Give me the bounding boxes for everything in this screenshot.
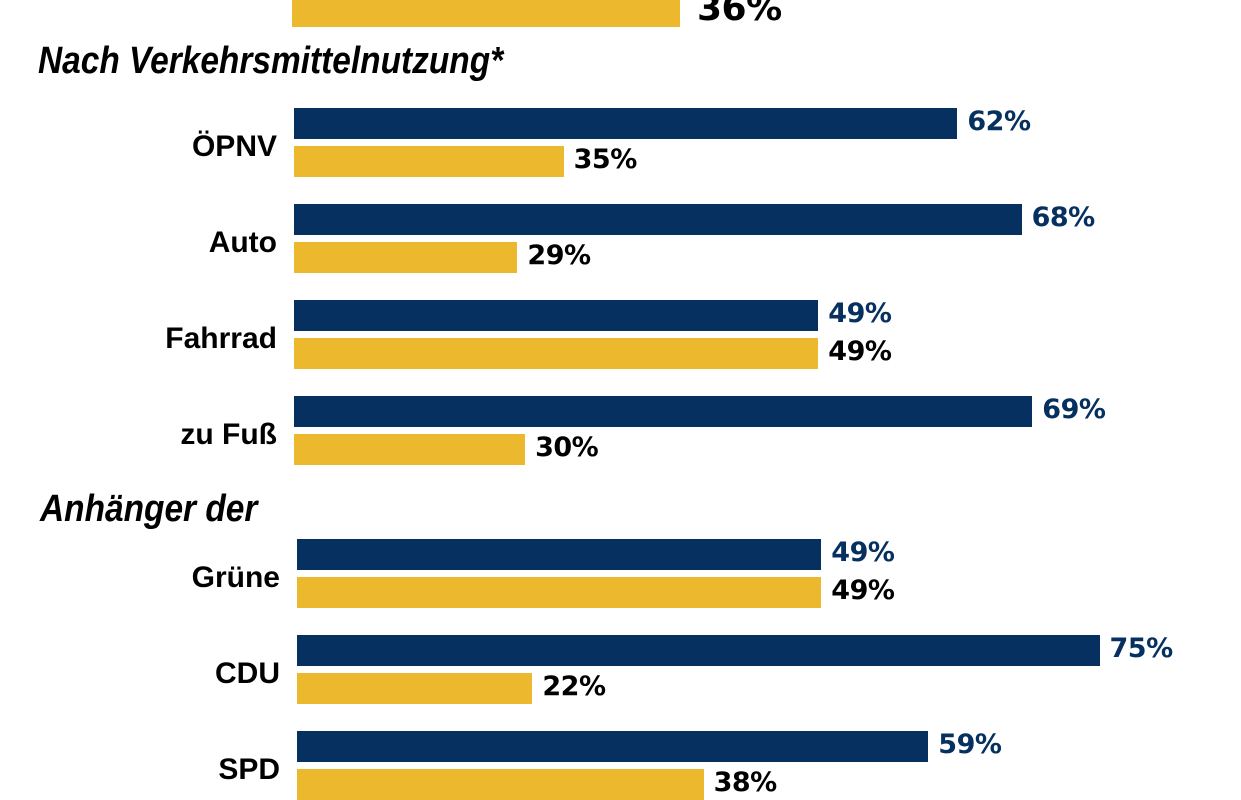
bar-grüne-series-a bbox=[297, 539, 822, 570]
bar-fahrrad-series-b bbox=[294, 338, 819, 369]
category-label-zu-fuß: zu Fuß bbox=[180, 418, 277, 451]
bar-fahrrad-series-a bbox=[294, 300, 819, 331]
value-label-auto-series-b: 29% bbox=[527, 240, 591, 271]
category-label-auto: Auto bbox=[208, 226, 277, 259]
value-label-cdu-series-a: 75% bbox=[1109, 633, 1174, 664]
bar-auto-series-a bbox=[294, 204, 1022, 235]
category-label-öpnv: ÖPNV bbox=[191, 130, 277, 163]
value-label-grüne-series-b: 49% bbox=[831, 575, 895, 606]
value-label-spd-series-a: 59% bbox=[938, 729, 1002, 760]
bar-öpnv-series-b bbox=[294, 146, 564, 177]
bar-grüne-series-b bbox=[297, 577, 822, 608]
bar-cdu-series-b bbox=[297, 673, 533, 704]
bar-spd-series-b bbox=[297, 769, 704, 800]
section-title-anhaenger: Anhänger der bbox=[40, 488, 258, 530]
value-label-öpnv-series-a: 62% bbox=[967, 106, 1031, 137]
value-label-zu-fuß-series-b: 30% bbox=[535, 432, 599, 463]
bar-zu-fuß-series-b bbox=[294, 434, 526, 465]
bar-spd-series-a bbox=[297, 731, 929, 762]
category-label-spd: SPD bbox=[218, 753, 280, 786]
category-label-cdu: CDU bbox=[215, 657, 280, 690]
bar-öpnv-series-a bbox=[294, 108, 958, 139]
grouped-bar-chart: 36% Nach Verkehrsmittelnutzung* Anhänger… bbox=[38, 0, 1174, 800]
value-label-fahrrad-series-a: 49% bbox=[828, 298, 892, 329]
bar-cdu-series-a bbox=[297, 635, 1100, 666]
value-label-fahrrad-series-b: 49% bbox=[828, 336, 892, 367]
value-label-cdu-series-b: 22% bbox=[542, 671, 606, 702]
bar-top-partial bbox=[292, 0, 680, 27]
category-label-fahrrad: Fahrrad bbox=[165, 322, 277, 355]
bar-zu-fuß-series-a bbox=[294, 396, 1033, 427]
value-label-top-partial: 36% bbox=[697, 0, 782, 29]
category-label-grüne: Grüne bbox=[191, 561, 280, 594]
section-title-verkehrsmittel: Nach Verkehrsmittelnutzung* bbox=[38, 40, 504, 82]
bar-auto-series-b bbox=[294, 242, 518, 273]
value-label-zu-fuß-series-a: 69% bbox=[1042, 394, 1106, 425]
value-label-grüne-series-a: 49% bbox=[831, 537, 895, 568]
value-label-auto-series-a: 68% bbox=[1031, 202, 1096, 233]
value-label-spd-series-b: 38% bbox=[713, 767, 778, 798]
value-label-öpnv-series-b: 35% bbox=[573, 144, 638, 175]
